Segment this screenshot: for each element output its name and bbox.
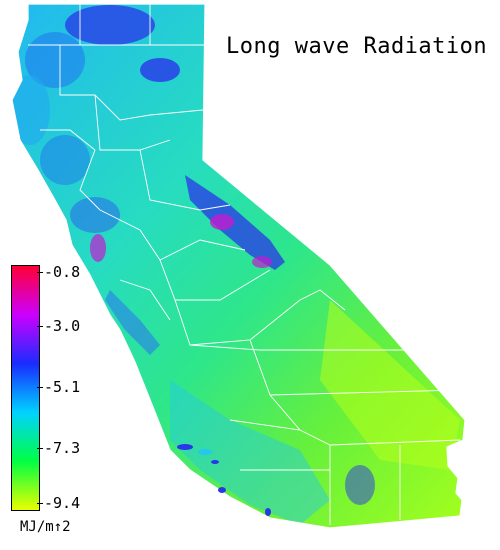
colorbar-tick-mark bbox=[37, 272, 43, 273]
colorbar-tick-label: -5.1 bbox=[44, 378, 81, 396]
colorbar-tick-mark bbox=[37, 387, 43, 388]
colorbar-tick-mark bbox=[37, 326, 43, 327]
colorbar-tick-mark bbox=[37, 503, 43, 504]
colorbar-tick-label: -9.4 bbox=[44, 494, 81, 512]
map-title: Long wave Radiation bbox=[226, 34, 488, 59]
colorbar-tick-mark bbox=[37, 448, 43, 449]
colorbar-tick-label: -0.8 bbox=[44, 263, 81, 281]
colorbar bbox=[11, 265, 40, 511]
colorbar-tick-label: -7.3 bbox=[44, 439, 81, 457]
radiation-field bbox=[12, 5, 460, 525]
channel-islands bbox=[177, 444, 271, 516]
colorbar-tick-label: -3.0 bbox=[44, 317, 81, 335]
colorbar-unit: MJ/m↑2 bbox=[20, 519, 71, 535]
county-lines bbox=[28, 4, 461, 525]
